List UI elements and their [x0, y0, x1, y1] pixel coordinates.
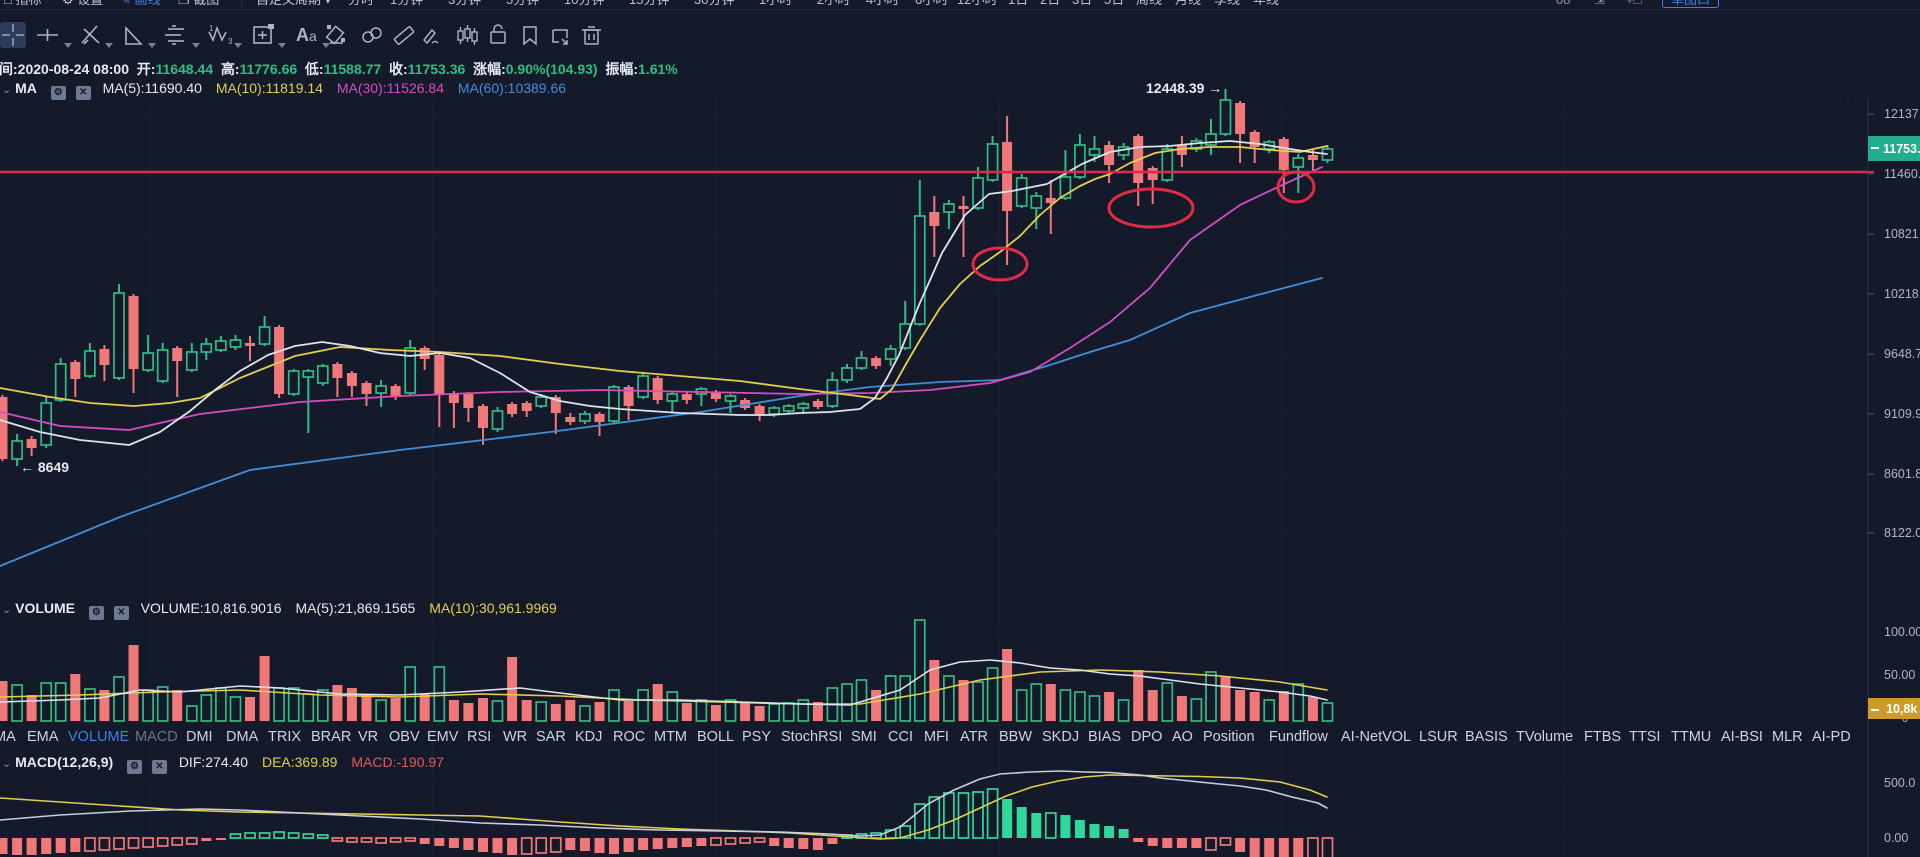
svg-text:1: 1 [209, 24, 214, 33]
svg-text:500.0: 500.0 [1884, 776, 1915, 790]
svg-text:8601.8: 8601.8 [1884, 467, 1920, 481]
svg-text:10,8k: 10,8k [1886, 702, 1917, 716]
svg-text:12448.39 →: 12448.39 → [1146, 80, 1222, 96]
svg-text:8122.0: 8122.0 [1884, 526, 1920, 540]
svg-text:A: A [296, 25, 309, 45]
svg-text:100.00: 100.00 [1884, 625, 1920, 639]
svg-text:10821.4: 10821.4 [1884, 227, 1920, 241]
svg-text:3: 3 [228, 37, 233, 46]
svg-text:12137.9: 12137.9 [1884, 107, 1920, 121]
svg-text:11753.: 11753. [1883, 142, 1920, 156]
svg-text:← 8649: ← 8649 [20, 459, 69, 475]
svg-text:10218.1: 10218.1 [1884, 287, 1920, 301]
svg-text:0.00: 0.00 [1884, 831, 1908, 845]
svg-text:9648.7: 9648.7 [1884, 347, 1920, 361]
svg-text:9109.9: 9109.9 [1884, 407, 1920, 421]
svg-text:a: a [309, 28, 317, 44]
svg-text:50.00: 50.00 [1884, 668, 1915, 682]
svg-text:11460.3: 11460.3 [1884, 167, 1920, 181]
